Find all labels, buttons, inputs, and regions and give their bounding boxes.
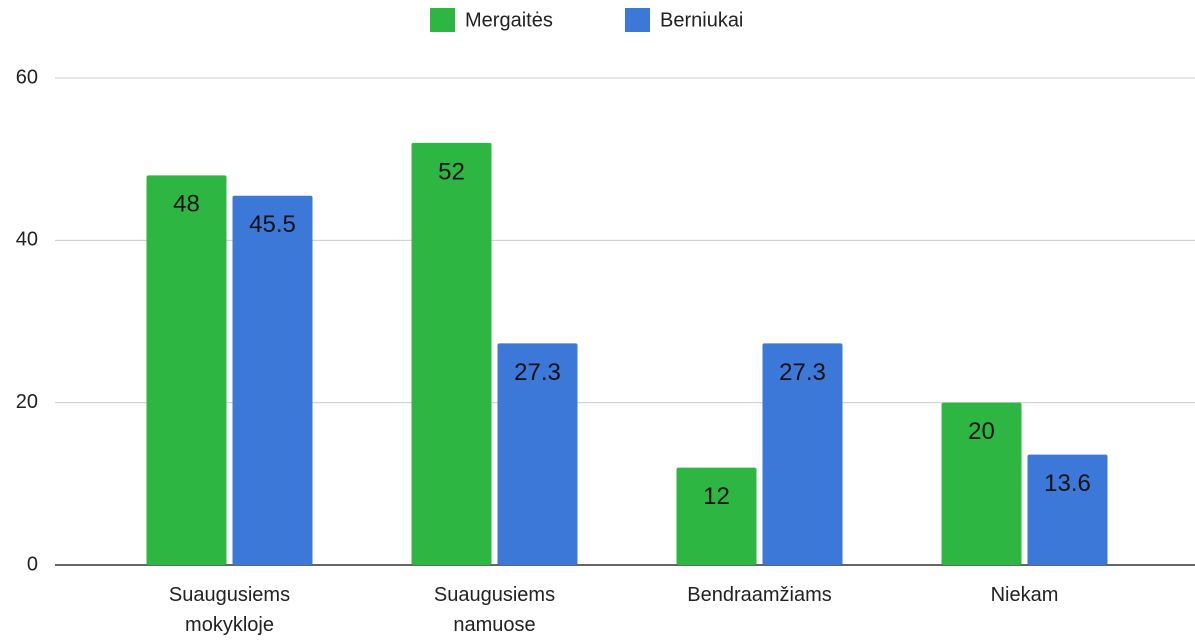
x-tick-label: Suaugusiems mokykloje xyxy=(168,584,291,636)
bar xyxy=(762,343,843,565)
bar xyxy=(1027,454,1108,565)
x-tick-label: Suaugusiems namuose xyxy=(433,584,556,636)
y-tick-label: 60 xyxy=(16,66,38,88)
bar xyxy=(146,175,227,565)
value-label: 27.3 xyxy=(514,359,561,386)
bar xyxy=(232,195,313,566)
value-label: 20 xyxy=(968,418,995,445)
legend-swatch xyxy=(430,8,455,32)
bar xyxy=(411,142,492,565)
value-label: 27.3 xyxy=(779,359,826,386)
bar xyxy=(497,343,578,565)
legend-swatch xyxy=(625,8,650,32)
legend-label: Mergaitės xyxy=(465,9,553,31)
value-label: 13.6 xyxy=(1044,470,1091,497)
value-label: 45.5 xyxy=(249,211,296,238)
bar xyxy=(941,402,1022,565)
y-tick-label: 20 xyxy=(16,391,38,413)
value-label: 52 xyxy=(438,158,465,185)
value-label: 12 xyxy=(703,483,730,510)
value-label: 48 xyxy=(173,191,200,218)
y-tick-label: 40 xyxy=(16,229,38,251)
x-tick-label: Bendraamžiams xyxy=(687,584,832,606)
bar xyxy=(676,467,757,565)
x-tick-label: Niekam xyxy=(990,584,1059,606)
y-tick-label: 0 xyxy=(27,553,38,575)
legend-label: Berniukai xyxy=(660,9,743,31)
